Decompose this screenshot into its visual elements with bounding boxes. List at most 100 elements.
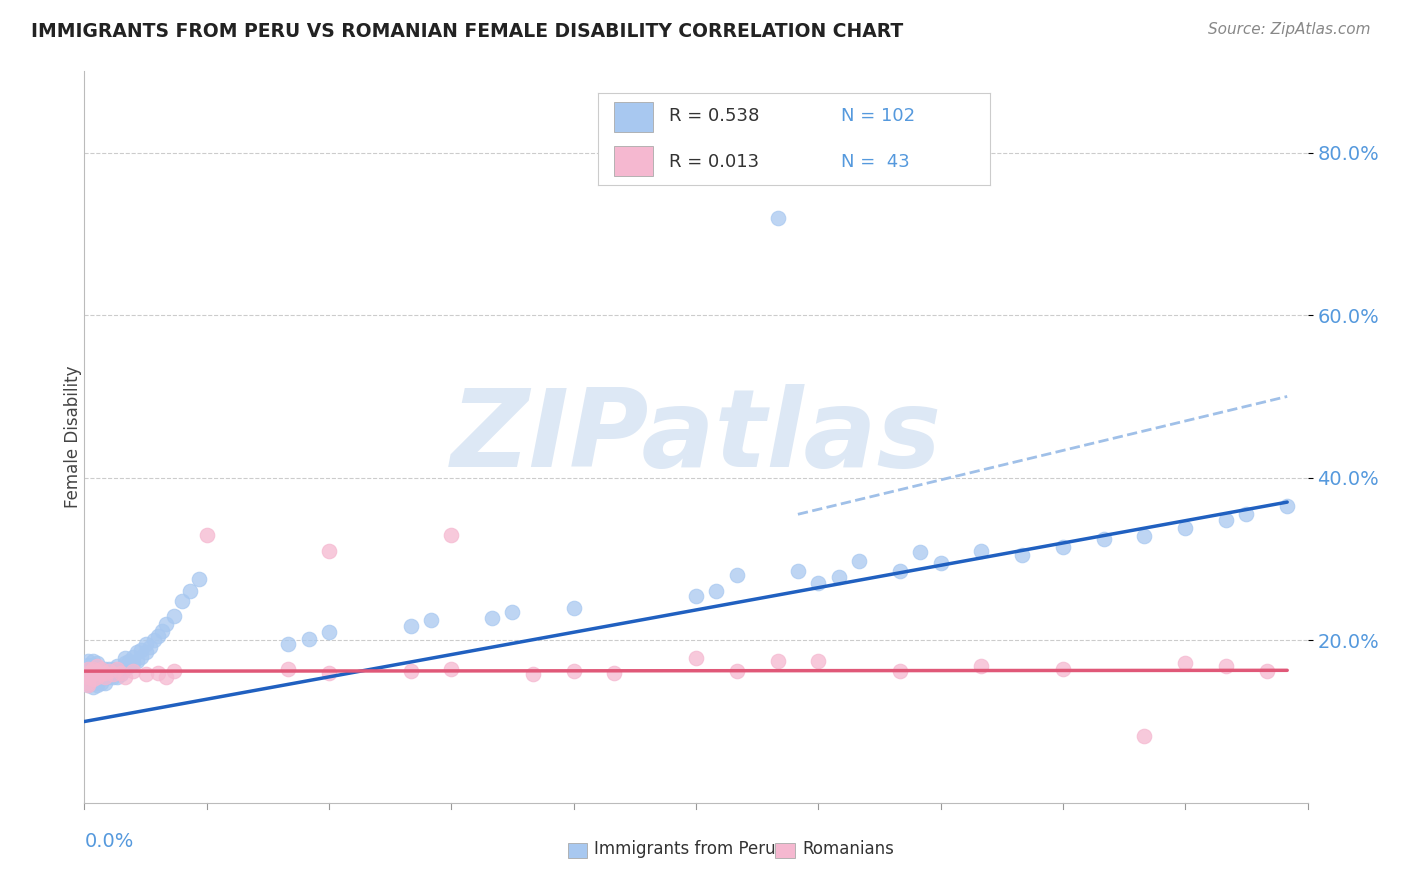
Point <box>86 667 108 681</box>
Point <box>889 564 911 578</box>
Text: ZIPatlas: ZIPatlas <box>450 384 942 490</box>
Point <box>101 667 124 681</box>
Point <box>90 667 112 681</box>
Point <box>1052 540 1074 554</box>
Point <box>93 662 115 676</box>
Point <box>163 664 186 678</box>
Text: Source: ZipAtlas.com: Source: ZipAtlas.com <box>1208 22 1371 37</box>
Point <box>90 670 112 684</box>
Point <box>77 654 100 668</box>
Text: IMMIGRANTS FROM PERU VS ROMANIAN FEMALE DISABILITY CORRELATION CHART: IMMIGRANTS FROM PERU VS ROMANIAN FEMALE … <box>31 22 903 41</box>
Point <box>86 675 108 690</box>
Point <box>522 667 544 681</box>
Point <box>440 527 463 541</box>
Point <box>562 600 585 615</box>
Point <box>1011 548 1033 562</box>
Point <box>318 625 340 640</box>
Point <box>131 649 153 664</box>
Point <box>685 651 707 665</box>
Point <box>105 662 128 676</box>
Point <box>90 667 112 681</box>
Point <box>114 656 136 670</box>
Point <box>122 656 145 670</box>
Point <box>82 662 104 676</box>
Point <box>93 667 115 681</box>
Point <box>1256 664 1278 678</box>
Point <box>82 667 104 681</box>
Point <box>195 527 218 541</box>
Point <box>970 544 993 558</box>
Point <box>163 608 186 623</box>
Point <box>706 584 728 599</box>
Point <box>82 654 104 668</box>
Point <box>114 670 136 684</box>
Point <box>150 624 173 638</box>
Point <box>1215 659 1237 673</box>
Point <box>725 568 748 582</box>
Text: Romanians: Romanians <box>803 840 894 858</box>
Point <box>77 667 100 681</box>
Point <box>82 670 104 684</box>
Point <box>135 667 157 681</box>
Point <box>82 667 104 681</box>
Point <box>82 675 104 690</box>
Point <box>807 654 830 668</box>
Point <box>685 589 707 603</box>
Point <box>82 665 104 680</box>
Point <box>90 662 112 676</box>
Point <box>77 662 100 676</box>
Point <box>93 664 115 678</box>
Point <box>86 665 108 680</box>
Point <box>90 675 112 690</box>
FancyBboxPatch shape <box>568 843 588 858</box>
Point <box>82 662 104 676</box>
Point <box>77 657 100 672</box>
Point <box>114 651 136 665</box>
Point <box>420 613 443 627</box>
Point <box>970 659 993 673</box>
Point <box>114 662 136 676</box>
Point <box>1215 513 1237 527</box>
Point <box>93 670 115 684</box>
Point <box>131 643 153 657</box>
Point <box>90 673 112 687</box>
Text: 0.0%: 0.0% <box>84 832 134 851</box>
Point <box>146 665 169 680</box>
Point <box>93 675 115 690</box>
Point <box>77 664 100 678</box>
Point <box>77 675 100 690</box>
Point <box>1133 729 1156 743</box>
Point <box>77 673 100 687</box>
Point <box>97 664 120 678</box>
Point <box>138 640 160 654</box>
Point <box>77 662 100 676</box>
Point <box>146 629 169 643</box>
Point <box>82 681 104 695</box>
Point <box>889 664 911 678</box>
Point <box>1277 499 1299 513</box>
Point <box>101 670 124 684</box>
Point <box>93 670 115 684</box>
Point <box>127 645 149 659</box>
Point <box>481 610 503 624</box>
Point <box>86 656 108 670</box>
Point <box>110 664 132 678</box>
Point <box>828 570 851 584</box>
Point <box>77 670 100 684</box>
Point <box>105 664 128 678</box>
Point <box>101 667 124 681</box>
Point <box>807 576 830 591</box>
Point <box>110 662 132 676</box>
Point <box>142 633 165 648</box>
Point <box>118 654 141 668</box>
Point <box>1092 532 1115 546</box>
Point <box>1133 529 1156 543</box>
Point <box>277 637 299 651</box>
Point <box>187 572 209 586</box>
Point <box>101 662 124 676</box>
Point <box>848 553 870 567</box>
Point <box>1174 521 1197 535</box>
Point <box>97 667 120 681</box>
Point <box>93 665 115 680</box>
Point <box>77 665 100 680</box>
